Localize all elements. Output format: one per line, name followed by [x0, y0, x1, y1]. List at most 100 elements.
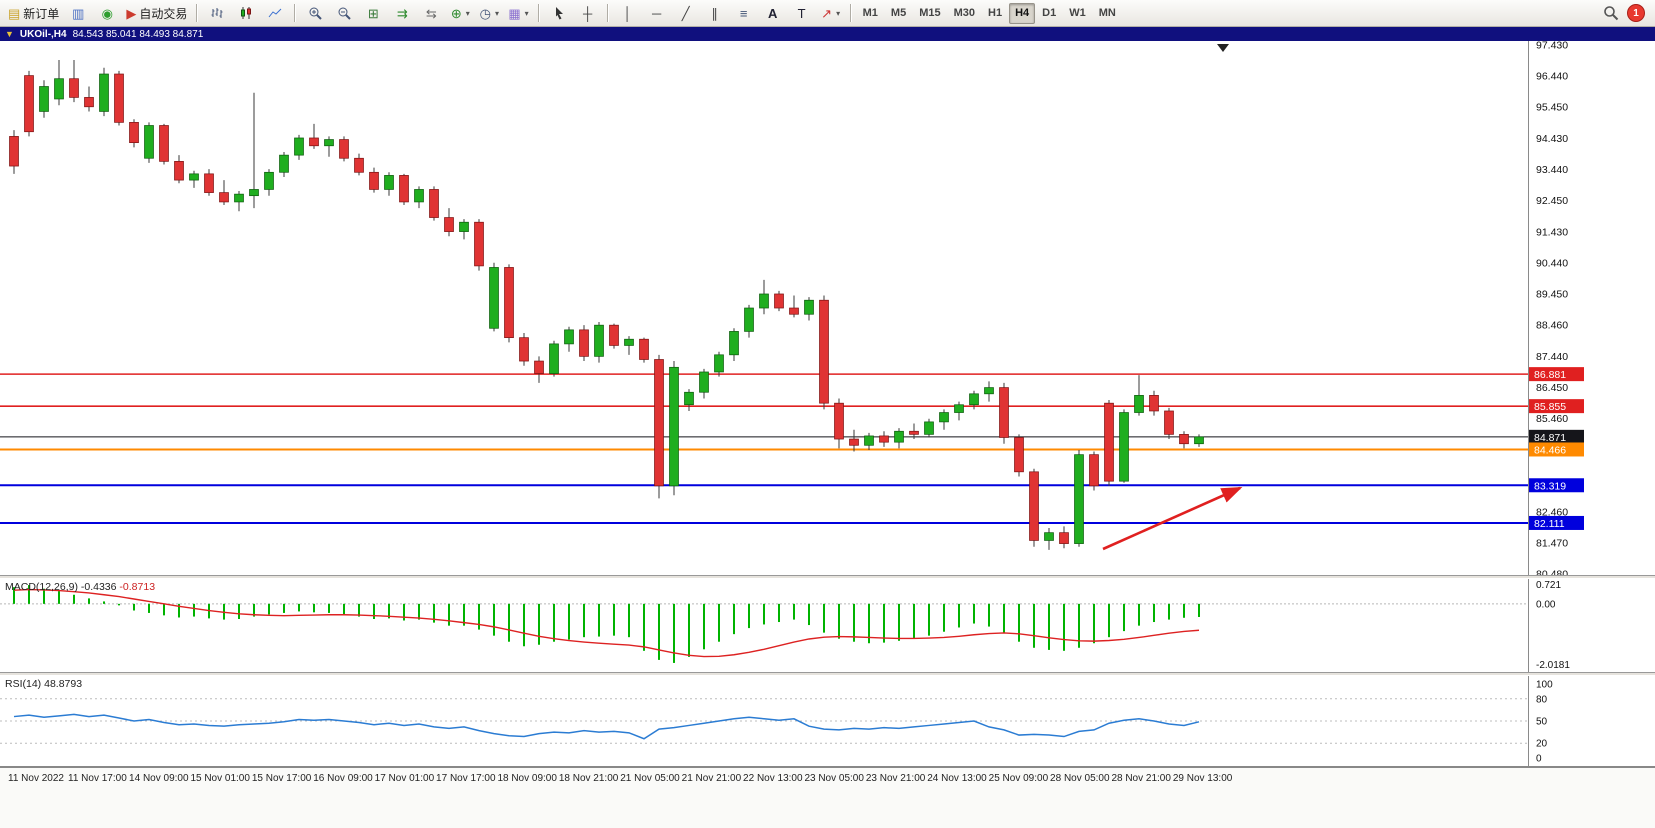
macd-axis-label: -2.0181: [1536, 660, 1570, 671]
text-label-button[interactable]: T: [788, 1, 816, 25]
chart-shift-marker[interactable]: [1217, 44, 1229, 52]
zoom-in-button[interactable]: [301, 1, 329, 25]
tile-windows-button[interactable]: ⊞: [359, 1, 387, 25]
chart-symbol-period: UKOil-,H4: [19, 28, 67, 40]
zoom-out-icon: [338, 7, 352, 20]
price-axis-labels: 97.430 96.440 95.450 94.430 93.440 92.450 91.4…: [1536, 40, 1568, 581]
candle-body: [1074, 454, 1084, 544]
text-button[interactable]: A: [759, 1, 787, 25]
toolbar: ▤ 新订单 ▥ ◉ ▶ 自动交易 ⊞ ⇉ ⇆ ⊕ ▾ ◷ ▾ ▦ ▾: [0, 0, 1655, 27]
timeframe-M30[interactable]: M30: [953, 7, 976, 19]
price-tag-label: 86.881: [1534, 369, 1566, 381]
timeframe-M1[interactable]: M1: [862, 7, 878, 19]
trendline-button[interactable]: ╱: [672, 1, 700, 25]
cursor-button[interactable]: [545, 1, 573, 25]
fibonacci-icon: ≡: [739, 5, 748, 21]
new-order-icon: ▤: [8, 5, 21, 21]
candle-body: [804, 299, 814, 315]
macd-header: MACD(12,26,9) -0.4336 -0.8713: [5, 581, 155, 593]
candle-body: [1194, 436, 1204, 445]
macd-histogram: [13, 585, 1200, 663]
candle-body: [669, 366, 679, 487]
crosshair-button[interactable]: ┼: [574, 1, 602, 25]
timeframe-D1[interactable]: D1: [1042, 7, 1057, 19]
chevron-down-icon: ▾: [465, 8, 470, 18]
auto-scroll-button[interactable]: ⇉: [388, 1, 416, 25]
time-label: 17 Nov 17:00: [436, 773, 496, 784]
time-label: 11 Nov 2022: [8, 773, 64, 784]
timeframe-H4[interactable]: H4: [1009, 2, 1036, 24]
candle-body: [714, 354, 724, 373]
candle-body: [309, 137, 319, 147]
candle-body: [579, 329, 589, 357]
trend-arrow[interactable]: [1102, 486, 1243, 551]
arrow-object-icon: ↗: [821, 5, 833, 21]
new-order-button[interactable]: ▤ 新订单: [4, 1, 63, 25]
macd-panel[interactable]: 0.721 0.00 -2.0181: [0, 579, 1655, 672]
macd-value-signal: -0.8713: [119, 581, 156, 593]
candlestick-chart-button[interactable]: [232, 1, 260, 25]
panel-splitter[interactable]: [0, 672, 1655, 676]
candle-body: [864, 435, 874, 446]
macd-chart[interactable]: 0.721 0.00 -2.0181: [0, 579, 1655, 672]
main-chart-panel[interactable]: 97.430 96.440 95.450 94.430 93.440 92.450 91.4…: [0, 40, 1655, 581]
clock-icon: ◷: [479, 5, 491, 21]
indicators-button[interactable]: ⊕ ▾: [446, 1, 474, 25]
timeframe-MN[interactable]: MN: [1098, 7, 1116, 19]
auto-trading-button[interactable]: ▶ 自动交易: [122, 1, 191, 25]
timeframe-H1[interactable]: H1: [988, 7, 1003, 19]
candle-body: [1089, 454, 1099, 487]
chart-shift-icon: ⇆: [425, 5, 437, 21]
time-label: 22 Nov 13:00: [743, 773, 803, 784]
rsi-axis-label: 50: [1536, 717, 1548, 728]
templates-button[interactable]: ▦ ▾: [504, 1, 532, 25]
notification-badge[interactable]: 1: [1627, 4, 1645, 22]
price-axis-label: 93.440: [1536, 164, 1568, 176]
candle-body: [984, 387, 994, 395]
vertical-line-button[interactable]: │: [614, 1, 642, 25]
time-label: 28 Nov 05:00: [1050, 773, 1110, 784]
panel-splitter[interactable]: [0, 575, 1655, 579]
zoom-in-icon: [309, 7, 323, 20]
candle-body: [129, 122, 139, 144]
data-window-button[interactable]: ◉: [93, 1, 121, 25]
fibonacci-button[interactable]: ≡: [730, 1, 758, 25]
search-icon[interactable]: [1603, 5, 1619, 21]
time-label: 18 Nov 21:00: [558, 773, 619, 784]
periods-button[interactable]: ◷ ▾: [475, 1, 503, 25]
channel-button[interactable]: ∥: [701, 1, 729, 25]
chart-shift-button[interactable]: ⇆: [417, 1, 445, 25]
candle-body: [99, 73, 109, 112]
new-chart-button[interactable]: ▥: [64, 1, 92, 25]
price-axis-label: 85.460: [1536, 413, 1568, 425]
timeframe-M5[interactable]: M5: [890, 7, 907, 19]
candle-body: [1164, 410, 1174, 435]
candle-body: [639, 338, 649, 360]
timeframe-M15[interactable]: M15: [919, 7, 941, 19]
toolbar-separator: [606, 4, 609, 22]
candle-body: [369, 171, 379, 190]
candlestick-chart[interactable]: 97.430 96.440 95.450 94.430 93.440 92.450 91.4…: [0, 40, 1655, 581]
price-axis-label: 96.440: [1536, 70, 1568, 82]
rsi-line: [13, 713, 1200, 740]
price-tag-82.111: [1529, 515, 1584, 530]
zoom-out-button[interactable]: [330, 1, 358, 25]
line-chart-icon: [268, 8, 282, 18]
horizontal-line-button[interactable]: ─: [643, 1, 671, 25]
line-chart-button[interactable]: [261, 1, 289, 25]
bar-chart-button[interactable]: [203, 1, 231, 25]
candle-body: [444, 217, 454, 232]
rsi-panel[interactable]: 100 80 50 20 0: [0, 676, 1655, 766]
time-label: 18 Nov 09:00: [497, 773, 557, 784]
arrows-button[interactable]: ↗ ▾: [817, 1, 845, 25]
timeframe-W1[interactable]: W1: [1069, 7, 1086, 19]
candle-body: [789, 307, 799, 315]
candle-body: [954, 404, 964, 413]
time-axis[interactable]: 11 Nov 2022 11 Nov 17:00 14 Nov 09:00 15 No…: [0, 768, 1655, 828]
candle-body: [114, 73, 124, 123]
chevron-down-icon: ▾: [494, 8, 499, 18]
candle-body: [609, 324, 619, 346]
rsi-chart[interactable]: 100 80 50 20 0: [0, 676, 1655, 766]
candle-body: [219, 192, 229, 203]
toolbar-separator: [849, 4, 852, 22]
